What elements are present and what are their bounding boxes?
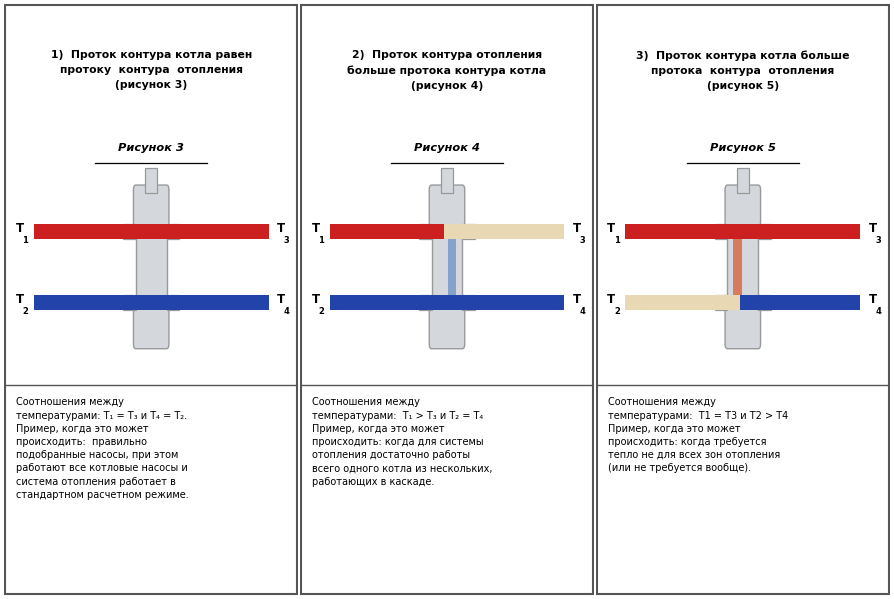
Text: T: T <box>311 222 319 235</box>
Text: 3: 3 <box>875 235 881 245</box>
Bar <box>166 295 179 310</box>
Bar <box>330 224 450 239</box>
Text: T: T <box>868 293 877 306</box>
Bar <box>166 223 179 239</box>
Text: 4: 4 <box>283 307 290 316</box>
Bar <box>419 223 432 239</box>
FancyBboxPatch shape <box>429 185 465 227</box>
Bar <box>462 295 475 310</box>
Bar <box>34 295 268 310</box>
Bar <box>419 295 432 310</box>
Text: 3)  Проток контура котла больше
протока  контура  отопления
(рисунок 5): 3) Проток контура котла больше протока к… <box>636 50 849 90</box>
Text: 1)  Проток контура котла равен
протоку  контура  отопления
(рисунок 3): 1) Проток контура котла равен протоку ко… <box>51 50 252 90</box>
Text: 3: 3 <box>283 235 290 245</box>
Bar <box>448 224 457 310</box>
Text: 2: 2 <box>318 307 324 316</box>
Bar <box>758 295 771 310</box>
Text: T: T <box>573 293 581 306</box>
Text: 4: 4 <box>875 307 881 316</box>
Bar <box>728 210 758 323</box>
Text: Рисунок 3: Рисунок 3 <box>118 143 184 153</box>
Text: 4: 4 <box>579 307 586 316</box>
Bar <box>432 210 462 323</box>
Bar <box>715 223 728 239</box>
Text: 2: 2 <box>614 307 620 316</box>
Text: 1: 1 <box>318 235 324 245</box>
Text: Соотношения между
температурами:  T1 = T3 и T2 > T4
Пример, когда это может
прои: Соотношения между температурами: T1 = T3… <box>608 397 789 473</box>
Text: T: T <box>16 293 24 306</box>
FancyBboxPatch shape <box>133 185 169 227</box>
Bar <box>123 295 136 310</box>
Bar <box>626 295 746 310</box>
Text: Рисунок 5: Рисунок 5 <box>710 143 776 153</box>
Text: T: T <box>868 222 877 235</box>
Text: 1: 1 <box>22 235 29 245</box>
Text: 3: 3 <box>579 235 586 245</box>
Text: 2)  Проток контура отопления
больше протока контура котла
(рисунок 4): 2) Проток контура отопления больше прото… <box>348 50 546 91</box>
Bar <box>441 168 453 193</box>
Bar <box>330 295 564 310</box>
FancyBboxPatch shape <box>725 307 761 349</box>
Bar <box>626 224 860 239</box>
Text: 1: 1 <box>614 235 620 245</box>
Bar <box>136 210 166 323</box>
FancyBboxPatch shape <box>133 307 169 349</box>
Text: 2: 2 <box>22 307 29 316</box>
Text: T: T <box>16 222 24 235</box>
Bar <box>740 295 860 310</box>
Text: Соотношения между
температурами:  T₁ > T₃ и T₂ = T₄
Пример, когда это может
прои: Соотношения между температурами: T₁ > T₃… <box>312 397 493 486</box>
FancyBboxPatch shape <box>429 307 465 349</box>
Bar <box>123 223 136 239</box>
Text: T: T <box>607 222 615 235</box>
Text: T: T <box>277 293 285 306</box>
Bar <box>145 168 157 193</box>
Text: T: T <box>573 222 581 235</box>
FancyBboxPatch shape <box>725 185 761 227</box>
Bar <box>737 168 749 193</box>
Bar <box>444 224 564 239</box>
Text: T: T <box>311 293 319 306</box>
Text: T: T <box>607 293 615 306</box>
Bar <box>733 224 742 310</box>
Text: Рисунок 4: Рисунок 4 <box>414 143 480 153</box>
Bar <box>758 223 771 239</box>
Bar <box>34 224 268 239</box>
Bar <box>715 295 728 310</box>
Text: T: T <box>277 222 285 235</box>
Bar <box>462 223 475 239</box>
Text: Соотношения между
температурами: T₁ = T₃ и T₄ = T₂.
Пример, когда это может
прои: Соотношения между температурами: T₁ = T₃… <box>16 397 189 500</box>
